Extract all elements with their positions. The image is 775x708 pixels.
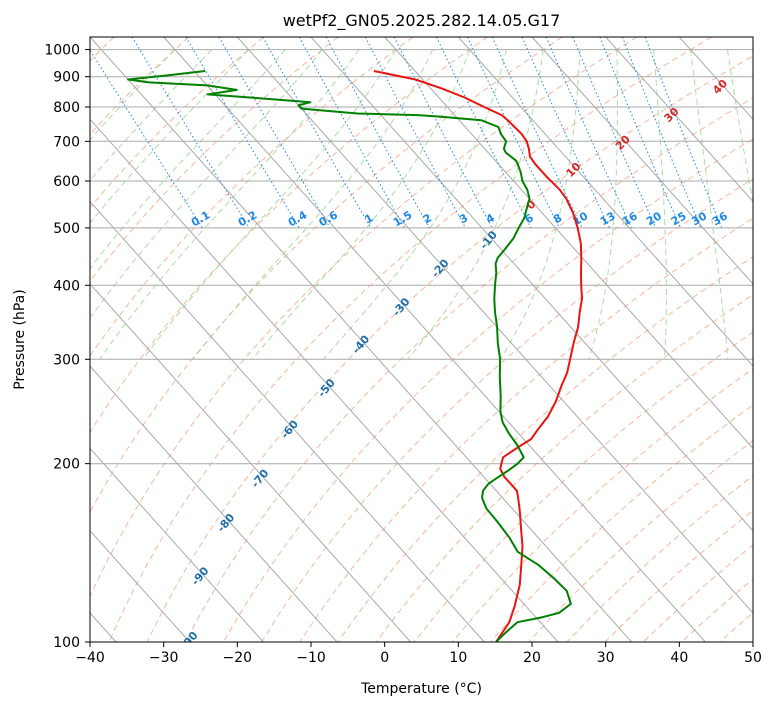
isotherm-line	[236, 37, 753, 614]
y-tick-label: 400	[53, 278, 80, 294]
dry-adiabat-line	[375, 294, 753, 642]
mixing-ratio-line	[599, 37, 681, 229]
isotherm-line	[90, 283, 411, 642]
y-tick-label: 700	[53, 134, 80, 150]
moist-adiabat-line	[588, 49, 618, 360]
moist-adiabat-line	[90, 49, 323, 319]
isotherm-line	[90, 118, 559, 642]
mixing-ratio-line	[572, 37, 657, 229]
moist-adiabat-line	[90, 49, 286, 270]
mixing-ratio-line	[621, 37, 702, 229]
x-axis: −40 −30 −20 −10 0 10 20 30 40 50	[75, 642, 762, 666]
y-tick-label: 1000	[44, 43, 80, 59]
isotherm-line	[90, 200, 485, 642]
chart-title: wetPf2_GN05.2025.282.14.05.G17	[283, 11, 561, 31]
y-tick-label: 600	[53, 174, 80, 190]
isotherm-line	[163, 37, 706, 642]
moist-adiabat-line	[726, 49, 753, 206]
dry-adiabat-line	[452, 368, 753, 642]
moist-adiabat-line	[90, 49, 213, 182]
mixing-ratio-line	[90, 49, 203, 229]
x-tick-label: 20	[523, 650, 541, 666]
y-tick-label: 500	[53, 221, 80, 237]
dry-adiabat-line	[90, 37, 563, 514]
temperature-profile-line	[373, 70, 583, 642]
y-tick-label: 800	[53, 100, 80, 116]
mixing-ratio-line	[545, 37, 633, 229]
dry-adiabat-line	[108, 37, 712, 642]
y-tick-label: 200	[53, 457, 80, 473]
dry-adiabat-line	[758, 37, 775, 642]
moist-adiabat-line	[142, 49, 397, 360]
y-tick-label: 900	[53, 70, 80, 86]
dry-adiabat-line	[90, 37, 488, 434]
dry-adiabat-line	[413, 331, 753, 642]
isotherms	[90, 37, 753, 642]
isotherm-line	[752, 37, 753, 38]
dewpoint-profile-line	[127, 70, 572, 642]
isotherm-line	[90, 37, 632, 642]
y-axis-label: Pressure (hPa)	[12, 289, 28, 389]
x-tick-label: 50	[744, 650, 762, 666]
dry-adiabat-line	[90, 37, 264, 209]
mixing-ratio-line	[131, 37, 250, 229]
y-tick-label: 300	[53, 352, 80, 368]
moist-adiabat-line	[499, 49, 581, 360]
x-tick-label: 40	[670, 650, 688, 666]
x-tick-label: −30	[149, 650, 179, 666]
x-tick-label: 30	[597, 650, 615, 666]
moist-adiabat-line	[90, 49, 249, 224]
isotherm-line	[457, 37, 753, 367]
y-tick-label: 100	[53, 635, 80, 651]
x-axis-label: Temperature (°C)	[360, 681, 482, 697]
sounding-series	[127, 70, 583, 642]
y-axis: 100 200 300 400 500 600 700 800 900 1000	[44, 43, 90, 651]
moist-adiabat-line	[99, 49, 360, 360]
dry-adiabat-line	[90, 37, 339, 282]
isotherm-line	[531, 37, 753, 285]
moist-adiabat-line	[192, 49, 434, 360]
isotherm-line	[384, 37, 753, 450]
isotherm-line	[605, 37, 753, 203]
isotherm-line	[90, 365, 338, 642]
mixing-ratio-line	[644, 37, 723, 229]
isotherm-line	[310, 37, 753, 532]
mixing-ratio-line	[435, 37, 532, 229]
mixing-ratio-line	[325, 37, 430, 229]
dry-adiabat-line	[146, 55, 753, 642]
isotherm-line	[90, 447, 264, 642]
mixing-ratio-line	[262, 37, 372, 229]
dry-adiabat-line	[90, 37, 190, 135]
plot-frame	[89, 36, 754, 643]
x-tick-label: 0	[380, 650, 389, 666]
moist-adiabat-line	[690, 49, 729, 360]
isobars	[90, 49, 753, 642]
x-tick-label: 10	[449, 650, 467, 666]
mixing-ratio-lines	[90, 37, 723, 229]
moist-adiabat-line	[653, 49, 667, 360]
x-tick-label: −10	[296, 650, 326, 666]
mixing-ratio-line	[298, 37, 405, 229]
isotherm-line	[90, 529, 190, 642]
x-tick-label: −20	[223, 650, 253, 666]
x-tick-label: −40	[75, 650, 105, 666]
moist-adiabat-line	[407, 49, 544, 360]
